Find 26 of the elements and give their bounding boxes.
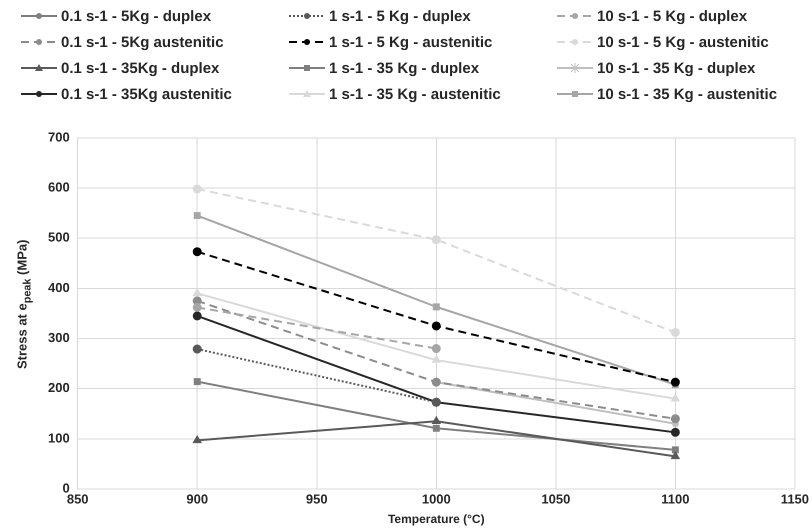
legend-label: 1 s-1 - 5 Kg - duplex (329, 8, 471, 24)
x-tick-label: 950 (306, 491, 328, 506)
y-tick-label: 300 (48, 330, 70, 346)
y-tick-label: 100 (48, 430, 70, 446)
y-tick-label: 200 (48, 380, 70, 396)
legend-label: 10 s-1 - 5 Kg - duplex (597, 8, 748, 24)
legend-label: 0.1 s-1 - 5Kg - duplex (61, 8, 212, 24)
legend-label: 1 s-1 - 35 Kg - duplex (329, 60, 480, 76)
y-tick-label: 700 (48, 129, 70, 144)
x-tick-label: 900 (186, 491, 208, 506)
x-tick-label: 1150 (780, 491, 809, 506)
legend-label: 10 s-1 - 35 Kg - austenitic (597, 86, 778, 102)
legend-label: 0.1 s-1 - 5Kg austenitic (61, 34, 224, 50)
legend-label: 0.1 s-1 - 35Kg austenitic (61, 86, 232, 102)
x-axis-title: Temperature (°C) (388, 512, 485, 526)
legend-label: 1 s-1 - 5 Kg - austenitic (329, 34, 492, 50)
legend-label: 10 s-1 - 5 Kg - austenitic (597, 34, 769, 50)
y-tick-label: 400 (48, 280, 70, 295)
x-tick-label: 1000 (422, 491, 451, 506)
x-tick-label: 1100 (661, 491, 690, 506)
legend-label: 1 s-1 - 35 Kg - austenitic (329, 86, 501, 102)
x-tick-label: 1050 (541, 491, 570, 506)
legend-label: 10 s-1 - 35 Kg - duplex (597, 60, 756, 76)
legend-label: 0.1 s-1 - 35Kg - duplex (61, 60, 220, 76)
y-tick-label: 500 (48, 230, 70, 245)
y-tick-label: 600 (48, 180, 70, 195)
